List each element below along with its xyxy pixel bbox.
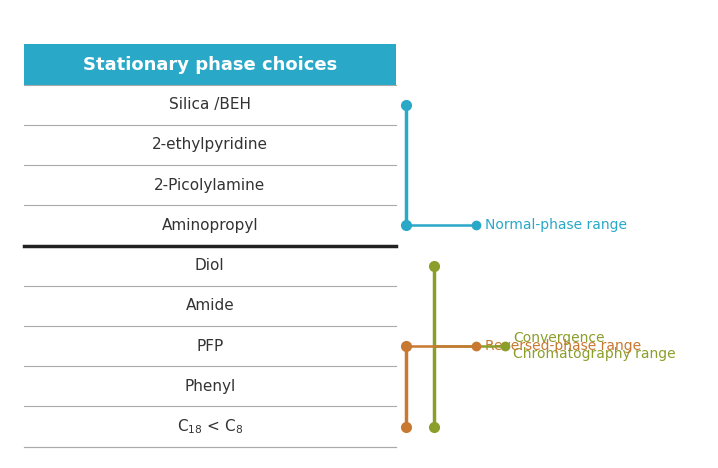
Text: Convergence
Chromatography range: Convergence Chromatography range [513,331,676,361]
Text: Silica /BEH: Silica /BEH [169,97,251,112]
Text: C$_{18}$ < C$_8$: C$_{18}$ < C$_8$ [177,417,243,436]
Text: Aminopropyl: Aminopropyl [162,218,258,233]
Text: Diol: Diol [195,258,225,273]
Text: 2-ethylpyridine: 2-ethylpyridine [151,138,268,153]
Text: Stationary phase choices: Stationary phase choices [83,56,337,73]
FancyBboxPatch shape [24,44,396,85]
Text: Normal-phase range: Normal-phase range [485,219,627,233]
Text: Reversed-phase range: Reversed-phase range [485,339,641,353]
Text: 2-Picolylamine: 2-Picolylamine [154,178,266,193]
Text: Phenyl: Phenyl [184,379,236,394]
Text: Amide: Amide [185,299,234,314]
Text: PFP: PFP [196,339,223,354]
